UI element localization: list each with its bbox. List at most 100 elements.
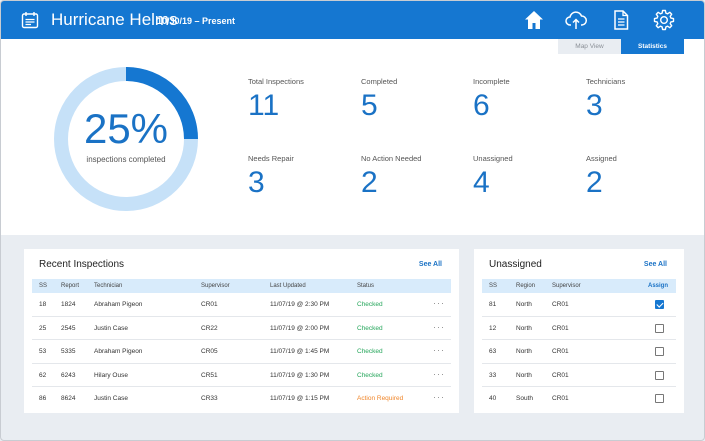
stat-technicians: Technicians 3	[586, 77, 686, 123]
more-options-icon[interactable]: ···	[433, 368, 445, 379]
column-header: Region	[516, 283, 536, 289]
app-title: Hurricane Helms	[51, 10, 178, 29]
stat-label: No Action Needed	[361, 154, 422, 163]
assign-checkbox[interactable]	[655, 394, 664, 403]
assign-checkbox[interactable]	[655, 323, 664, 333]
table-row[interactable]: 86 8624 Justin Case CR33 11/07/19 @ 1:15 PM A…	[32, 387, 451, 411]
column-header: Supervisor	[552, 283, 581, 289]
stat-label: Total Inspections	[248, 77, 304, 86]
cell-status: Checked	[357, 324, 383, 332]
more-options-icon[interactable]: ···	[433, 345, 445, 355]
statistics-panel: Map View Statistics 25% inspections comp…	[1, 39, 704, 235]
more-options-icon[interactable]: ···	[433, 321, 445, 332]
cell-ss: 18	[39, 301, 47, 308]
cell-supervisor: CR51	[201, 371, 218, 379]
card-title: Recent Inspections	[39, 259, 125, 270]
stat-label: Needs Repair	[248, 154, 294, 163]
table-header: SS Report Technician Supervisor Last Upd…	[32, 279, 451, 293]
donut-progress-arc	[54, 67, 198, 211]
cell-ss: 62	[39, 371, 47, 379]
tab-statistics[interactable]: Statistics	[621, 39, 684, 54]
assign-checkbox[interactable]	[655, 347, 664, 356]
table-row[interactable]: 25 2545 Justin Case CR22 11/07/19 @ 2:00 PM C…	[32, 317, 451, 340]
stat-label: Incomplete	[473, 77, 510, 86]
table-row[interactable]: 62 6243 Hilary Ouse CR51 11/07/19 @ 1:30 PM C…	[32, 364, 451, 387]
stat-value: 4	[473, 166, 490, 199]
cell-last-updated: 11/07/19 @ 2:30 PM	[270, 301, 330, 308]
cell-status: Checked	[357, 371, 383, 379]
cell-region: South	[516, 395, 533, 402]
cell-report: 1824	[61, 301, 76, 308]
more-options-icon[interactable]: ···	[433, 298, 445, 308]
date-range: 10/30/19 – Present	[157, 16, 236, 26]
stat-value: 3	[248, 166, 265, 199]
calendar-icon	[21, 12, 39, 29]
cell-report: 5335	[61, 348, 76, 355]
table-row[interactable]: 33 North CR01	[482, 364, 676, 387]
assign-checkbox[interactable]	[655, 300, 664, 309]
cell-ss: 86	[39, 395, 47, 402]
tab-map-view[interactable]: Map View	[558, 39, 621, 54]
unassigned-card: Unassigned See All SS Region Supervisor …	[474, 249, 684, 413]
table-row[interactable]: 18 1824 Abraham Pigeon CR01 11/07/19 @ 2:30 …	[32, 293, 451, 317]
document-icon[interactable]	[610, 9, 632, 31]
home-icon[interactable]	[523, 9, 545, 31]
stat-incomplete: Incomplete 6	[473, 77, 573, 123]
cell-last-updated: 11/07/19 @ 1:15 PM	[270, 395, 330, 402]
see-all-unassigned-link[interactable]: See All	[643, 261, 667, 268]
stat-label: Completed	[361, 77, 398, 86]
stat-total-inspections: Total Inspections 11	[248, 77, 348, 123]
stat-value: 6	[473, 89, 490, 122]
cell-region: North	[516, 371, 532, 379]
table-row[interactable]: 81 North CR01	[482, 293, 676, 317]
stat-needs-repair: Needs Repair 3	[248, 154, 348, 200]
cell-technician: Abraham Pigeon	[94, 301, 143, 308]
cell-supervisor: CR01	[552, 324, 569, 332]
cell-supervisor: CR01	[552, 395, 569, 402]
column-header: Assign	[648, 283, 669, 289]
cell-status: Action Required	[357, 395, 404, 402]
gear-icon[interactable]	[653, 9, 675, 31]
cell-ss: 63	[489, 348, 497, 355]
table-row[interactable]: 40 South CR01	[482, 387, 676, 411]
more-options-icon[interactable]: ···	[433, 392, 445, 402]
column-header: Supervisor	[201, 283, 230, 289]
table-row[interactable]: 63 North CR01	[482, 340, 676, 364]
cell-supervisor: CR33	[201, 395, 218, 402]
cell-ss: 53	[39, 348, 47, 355]
cell-report: 2545	[61, 324, 76, 332]
stat-unassigned: Unassigned 4	[473, 154, 573, 200]
stat-completed: Completed 5	[361, 77, 461, 123]
cell-ss: 25	[39, 324, 47, 332]
column-header: Technician	[94, 283, 123, 289]
completion-donut	[54, 67, 198, 211]
stat-value: 11	[248, 89, 280, 122]
see-all-recent-link[interactable]: See All	[418, 261, 442, 268]
cell-status: Checked	[357, 301, 383, 308]
assign-checkbox[interactable]	[655, 370, 664, 380]
column-header: Status	[357, 283, 375, 289]
cloud-upload-icon[interactable]	[565, 9, 587, 31]
cell-region: North	[516, 348, 532, 355]
top-bar: Hurricane Helms 10/30/19 – Present	[1, 1, 704, 39]
completion-percent: 25%	[83, 105, 169, 152]
stat-label: Assigned	[586, 154, 617, 163]
column-header: Report	[61, 283, 80, 289]
stat-value: 2	[361, 166, 378, 199]
cell-last-updated: 11/07/19 @ 1:30 PM	[270, 371, 330, 379]
cell-technician: Justin Case	[94, 324, 128, 332]
table-row[interactable]: 53 5335 Abraham Pigeon CR05 11/07/19 @ 1:45 …	[32, 340, 451, 364]
cell-report: 8624	[61, 395, 76, 402]
cell-supervisor: CR01	[552, 348, 569, 355]
cell-region: North	[516, 301, 532, 308]
table-row[interactable]: 12 North CR01	[482, 317, 676, 340]
cell-ss: 81	[489, 301, 497, 308]
cell-ss: 12	[489, 324, 497, 332]
completion-label: inspections completed	[86, 155, 166, 164]
column-header: SS	[39, 283, 48, 289]
stat-value: 3	[586, 89, 603, 122]
recent-inspections-card: Recent Inspections See All SS Report Tec…	[24, 249, 459, 413]
cell-supervisor: CR01	[552, 301, 569, 308]
cell-supervisor: CR05	[201, 348, 218, 355]
